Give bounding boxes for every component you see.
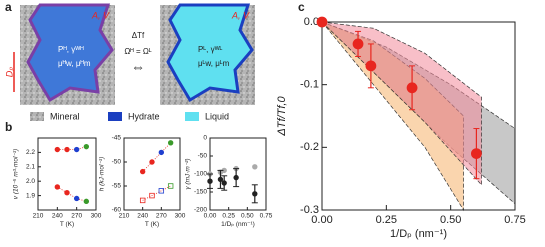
point [352,38,364,50]
hydrate-region [26,3,114,103]
point [470,148,482,160]
legend-label: Mineral [50,111,80,121]
point [252,164,258,170]
point [167,183,174,189]
y-tick-label: -0.3 [300,204,319,216]
y-axis-label: h (kJ·mol⁻¹) [99,157,106,191]
transition-label: ΔTf [132,31,145,40]
y-axis-label: γ (mJ·m⁻²) [185,158,192,189]
y-axis-label: v (10⁻⁵ m³·mol⁻¹) [13,149,20,199]
y-tick-label: -45 [112,135,122,142]
plot-frame [321,21,516,211]
fit-line [57,186,87,202]
point [83,143,90,150]
x-tick-label: 0.25 [376,214,397,226]
x-tick-label: 0.50 [440,214,461,226]
y-tick-label: -0.1 [300,79,319,91]
x-axis-label: 1/Dₚ (nm⁻¹) [390,228,447,240]
panel-label: b [5,120,12,134]
point [149,192,155,199]
point [167,140,174,146]
legend-label: Liquid [205,111,229,121]
x-tick-label: 0.75 [260,213,273,220]
legend-swatch [108,112,122,121]
legend-label: Hydrate [128,111,160,121]
point [233,174,239,181]
y-tick-label: 0 [203,135,207,142]
exchange-arrow: ⇔ [131,59,145,75]
point [139,168,146,175]
y-tick-label: 2.0 [26,178,35,185]
y-tick-label: -150 [194,189,207,196]
y-tick-label: -55 [112,183,122,190]
y-tick-label: 2.2 [26,149,35,156]
x-tick-label: 210 [33,213,44,220]
panel-label: a [5,0,12,14]
y-tick-label: -60 [112,207,122,214]
point [139,197,146,204]
x-tick-label: 300 [91,213,102,220]
x-tick-label: 270 [71,213,82,220]
liquid-props: Pᴸ, γᵂᴸ [198,45,223,54]
plot-frame [209,137,267,211]
x-axis-label: T (K) [145,221,159,228]
point [158,188,165,194]
y-tick-label: 2.1 [26,164,35,171]
x-tick-label: 300 [175,213,186,220]
pore-size: Dₚ [4,67,14,77]
point [365,60,377,72]
fit-line [142,185,171,201]
point [64,190,70,196]
hydrate-props: Pᴴ, γᵂᴴ [58,45,84,54]
liquid-region [166,3,254,103]
point [207,178,213,184]
plot-frame [123,137,181,211]
y-tick-label: 1.9 [26,192,35,199]
x-tick-label: 210 [119,213,130,220]
liquid-props: μᴸw, μᴸm [198,59,230,68]
point [73,195,80,202]
y-tick-label: -50 [112,159,122,166]
y-tick-label: -50 [198,153,208,160]
y-tick-label: -100 [194,171,207,178]
y-tick-label: -0.2 [300,141,319,153]
point [64,146,70,153]
transition-label: Ωᴴ = Ωᴸ [124,47,152,56]
point [217,176,224,183]
y-axis-label: ΔTf/Tf,0 [276,96,288,137]
x-tick-label: 240 [52,213,63,220]
fit-line [142,142,171,172]
x-tick-label: 0.50 [241,213,254,220]
panel-label: c [298,0,305,14]
hydrate-props: μᴴw, μᴴm [58,59,91,68]
point [252,191,258,197]
x-axis-label: T (K) [60,221,74,228]
point [406,82,418,94]
point [83,198,90,205]
plot-frame [37,137,97,211]
legend-swatch [30,112,44,121]
region-label: A, V [91,10,110,20]
x-tick-label: 0.00 [311,214,332,226]
point [221,180,227,186]
x-tick-label: 270 [156,213,167,220]
y-tick-label: 0.0 [304,16,319,28]
x-tick-label: 240 [137,213,148,220]
band [321,21,482,186]
point [54,184,61,190]
point [54,146,61,153]
point [149,159,155,165]
point [158,149,165,156]
point [316,16,328,28]
x-tick-label: 0.25 [222,213,235,220]
legend-swatch [185,112,199,121]
fit-line [57,146,87,150]
x-tick-label: 0.00 [204,213,217,220]
x-axis-label: 1/Dₚ (nm⁻¹) [221,221,255,228]
y-tick-label: -200 [194,207,207,214]
region-label: A, V [231,10,250,20]
point [73,146,80,153]
x-tick-label: 0.75 [504,214,525,226]
